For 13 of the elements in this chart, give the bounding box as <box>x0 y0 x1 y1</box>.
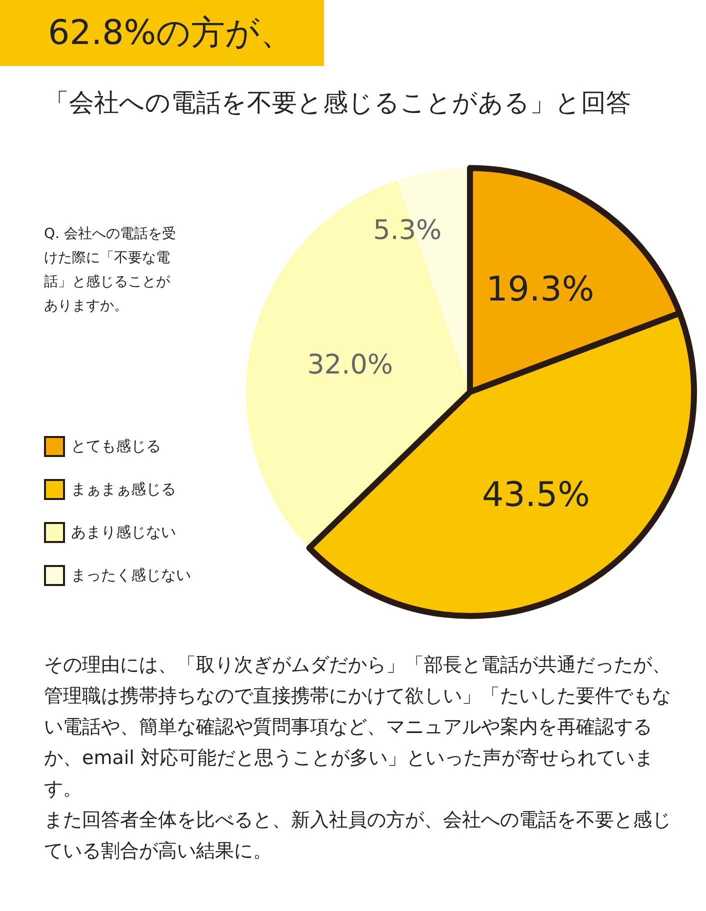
data-label: 5.3% <box>373 214 442 246</box>
text: また回答者全体を比べると、新入社員の方が、会社への電話を不要と感じている割合が高い結果に。 <box>44 809 671 862</box>
chart-subtitle: 「会社への電話を不要と感じることがある」と回答 <box>44 87 632 119</box>
legend-label: とても感じる <box>71 437 161 456</box>
legend-label: あまり感じない <box>71 523 176 542</box>
chart-title: 62.8%の方が、 <box>0 0 324 66</box>
text: その理由には、「取り次ぎがムダだから」「部長と電話が共通だったが、管理職は携帯持ちなので直接携帯にかけて欲しい」「たいした要件でもない電話や、簡単な確認や質問事項など、マニュアルや案内を再確認するか、email 対応可能だと思うことが多い」といった声が寄せられています。 <box>44 654 671 800</box>
data-label: 32.0% <box>307 349 394 380</box>
legend-title: Q. 会社への電話を受けた際に「不要な電話」と感じることがありますか。 <box>44 225 177 316</box>
legend-label: まぁまぁ感じる <box>71 480 176 499</box>
legend-label: まったく感じない <box>71 566 191 585</box>
data-label: 43.5% <box>482 475 590 516</box>
data-label: 19.3% <box>486 270 594 310</box>
